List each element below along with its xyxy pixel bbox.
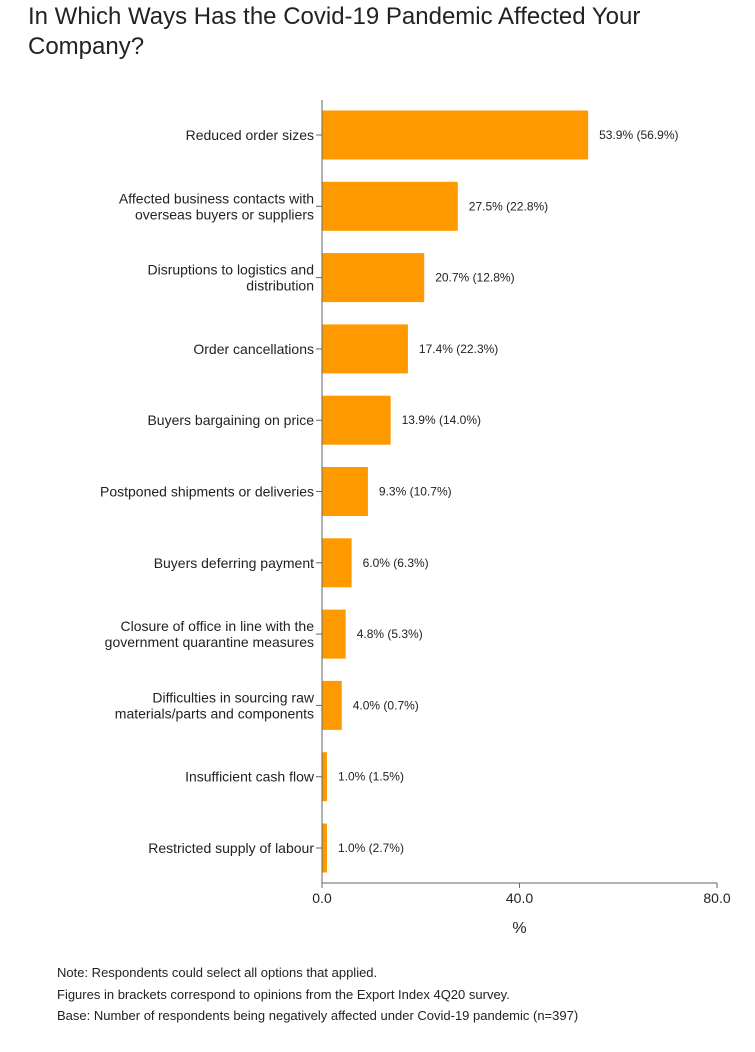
data-label: 6.0% (6.3%)	[363, 556, 429, 570]
category-label: Buyers deferring payment	[154, 555, 314, 571]
bar	[322, 324, 408, 374]
bar	[322, 680, 342, 730]
chart-notes: Note: Respondents could select all optio…	[57, 962, 578, 1027]
data-label: 1.0% (1.5%)	[338, 770, 404, 784]
data-label: 4.8% (5.3%)	[357, 627, 423, 641]
category-label: Difficulties in sourcing raw materials/pa…	[115, 689, 315, 721]
bar	[322, 538, 352, 588]
bar	[322, 752, 327, 802]
category-label: Closure of office in line with the govern…	[105, 618, 315, 650]
category-label: Buyers bargaining on price	[147, 412, 314, 428]
data-label: 20.7% (12.8%)	[435, 271, 514, 285]
data-label: 53.9% (56.9%)	[599, 128, 678, 142]
data-label: 17.4% (22.3%)	[419, 342, 498, 356]
data-label: 9.3% (10.7%)	[379, 485, 452, 499]
bar	[322, 110, 589, 160]
note-base: Base: Number of respondents being negati…	[57, 1008, 579, 1023]
category-label: Reduced order sizes	[186, 127, 314, 143]
bar	[322, 823, 327, 873]
note-respondents: Note: Respondents could select all optio…	[57, 965, 378, 980]
data-label: 1.0% (2.7%)	[338, 841, 404, 855]
data-label: 13.9% (14.0%)	[402, 413, 481, 427]
x-tick-label: 80.0	[703, 890, 730, 906]
bar	[322, 253, 425, 303]
data-label: 4.0% (0.7%)	[353, 698, 419, 712]
x-axis-title: %	[512, 920, 526, 937]
bar	[322, 181, 458, 231]
bar	[322, 395, 391, 445]
note-brackets: Figures in brackets correspond to opinio…	[57, 986, 510, 1002]
x-tick-label: 40.0	[506, 890, 533, 906]
category-label: Insufficient cash flow	[185, 769, 315, 785]
data-label: 27.5% (22.8%)	[469, 199, 548, 213]
category-label: Disruptions to logistics and distribution	[147, 262, 314, 294]
bar	[322, 467, 368, 516]
bar	[322, 609, 346, 659]
category-label: Order cancellations	[193, 341, 314, 357]
category-label: Restricted supply of labour	[148, 840, 314, 856]
category-label: Postponed shipments or deliveries	[100, 484, 314, 500]
x-tick-label: 0.0	[312, 890, 332, 906]
chart-title: In Which Ways Has the Covid-19 Pandemic …	[28, 3, 641, 60]
category-label: Affected business contacts with overseas …	[119, 190, 314, 222]
